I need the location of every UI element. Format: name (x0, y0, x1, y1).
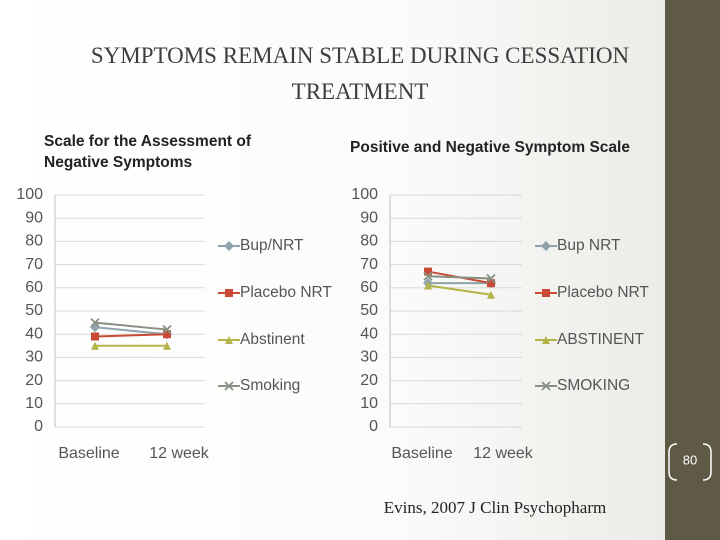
marker (542, 289, 550, 297)
series-line (427, 275, 492, 280)
legend-box: Bup/NRT (240, 237, 304, 254)
y-tick-label: 60 (360, 279, 378, 296)
y-tick-label: 10 (25, 395, 43, 412)
slide-title: SYMPTOMS REMAIN STABLE DURING CESSATION … (90, 43, 630, 104)
marker (423, 271, 433, 281)
legend-label: Bup/NRT (240, 237, 304, 254)
legend-label: ABSTINENT (557, 331, 644, 348)
y-tick-label: 0 (34, 418, 43, 435)
y-tick-label: 90 (25, 209, 43, 226)
legend-box: Bup NRT (557, 237, 621, 254)
chart-title: Scale for the Assessment of Negative Sym… (44, 133, 252, 171)
y-tick-label: 100 (351, 186, 378, 203)
legend-label: Smoking (240, 377, 301, 394)
marker (224, 381, 234, 391)
legend-box: SMOKING (557, 377, 631, 394)
x-tick-label: Baseline (391, 445, 452, 462)
y-tick-label: 70 (25, 256, 43, 273)
series-line (94, 321, 168, 331)
legend-label: Placebo NRT (557, 284, 649, 301)
y-tick-label: 80 (25, 233, 43, 250)
legend-box: Abstinent (240, 331, 305, 348)
legend-label: Bup NRT (557, 237, 621, 254)
y-tick-label: 70 (360, 256, 378, 273)
marker (487, 290, 495, 299)
page-bracket (668, 443, 712, 481)
background (0, 0, 665, 540)
x-tick-label: 12 week (149, 445, 210, 462)
marker (541, 241, 551, 251)
citation: Evins, 2007 J Clin Psychopharm (384, 498, 606, 517)
marker (163, 330, 171, 339)
legend-box: ABSTINENT (557, 331, 644, 348)
marker (90, 317, 100, 328)
y-tick-label: 10 (360, 395, 378, 412)
marker (486, 273, 496, 284)
marker (91, 341, 99, 350)
marker (225, 289, 233, 297)
legend-box: Smoking (240, 377, 301, 394)
y-tick-label: 20 (360, 372, 378, 389)
page-number: 80 (683, 452, 697, 467)
x-tick-label: Baseline (58, 445, 119, 462)
title-box: SYMPTOMS REMAIN STABLE DURING CESSATION … (90, 43, 630, 104)
legend-box: Placebo NRT (240, 284, 332, 301)
y-tick-label: 30 (25, 349, 43, 366)
y-tick-label: 50 (360, 302, 378, 319)
chart-title: Positive and Negative Symptom Scale (350, 139, 630, 156)
y-tick-label: 30 (360, 349, 378, 366)
marker (224, 241, 234, 251)
y-tick-label: 20 (25, 372, 43, 389)
legend-label: Placebo NRT (240, 284, 332, 301)
marker (424, 267, 432, 276)
y-tick-label: 0 (369, 418, 378, 435)
y-tick-label: 100 (16, 186, 43, 203)
chart-title-box: Positive and Negative Symptom Scale (350, 139, 630, 156)
series-line (427, 284, 492, 296)
marker (542, 336, 550, 344)
marker (162, 324, 172, 335)
marker (487, 279, 495, 288)
chart-title-box: Scale for the Assessment of Negative Sym… (44, 133, 252, 171)
legend-label: SMOKING (557, 377, 631, 394)
y-tick-label: 40 (360, 325, 378, 342)
x-tick-label: 12 week (473, 445, 534, 462)
series-line (94, 326, 168, 336)
legend-label: Abstinent (240, 331, 305, 348)
y-tick-label: 50 (25, 302, 43, 319)
y-tick-label: 90 (360, 209, 378, 226)
series-line (94, 333, 168, 338)
y-tick-label: 60 (25, 279, 43, 296)
y-tick-label: 80 (360, 233, 378, 250)
marker (225, 336, 233, 344)
marker (541, 381, 551, 391)
y-tick-label: 40 (25, 325, 43, 342)
marker (163, 341, 171, 350)
legend-box: Placebo NRT (557, 284, 649, 301)
marker (91, 332, 99, 341)
marker (424, 281, 432, 290)
